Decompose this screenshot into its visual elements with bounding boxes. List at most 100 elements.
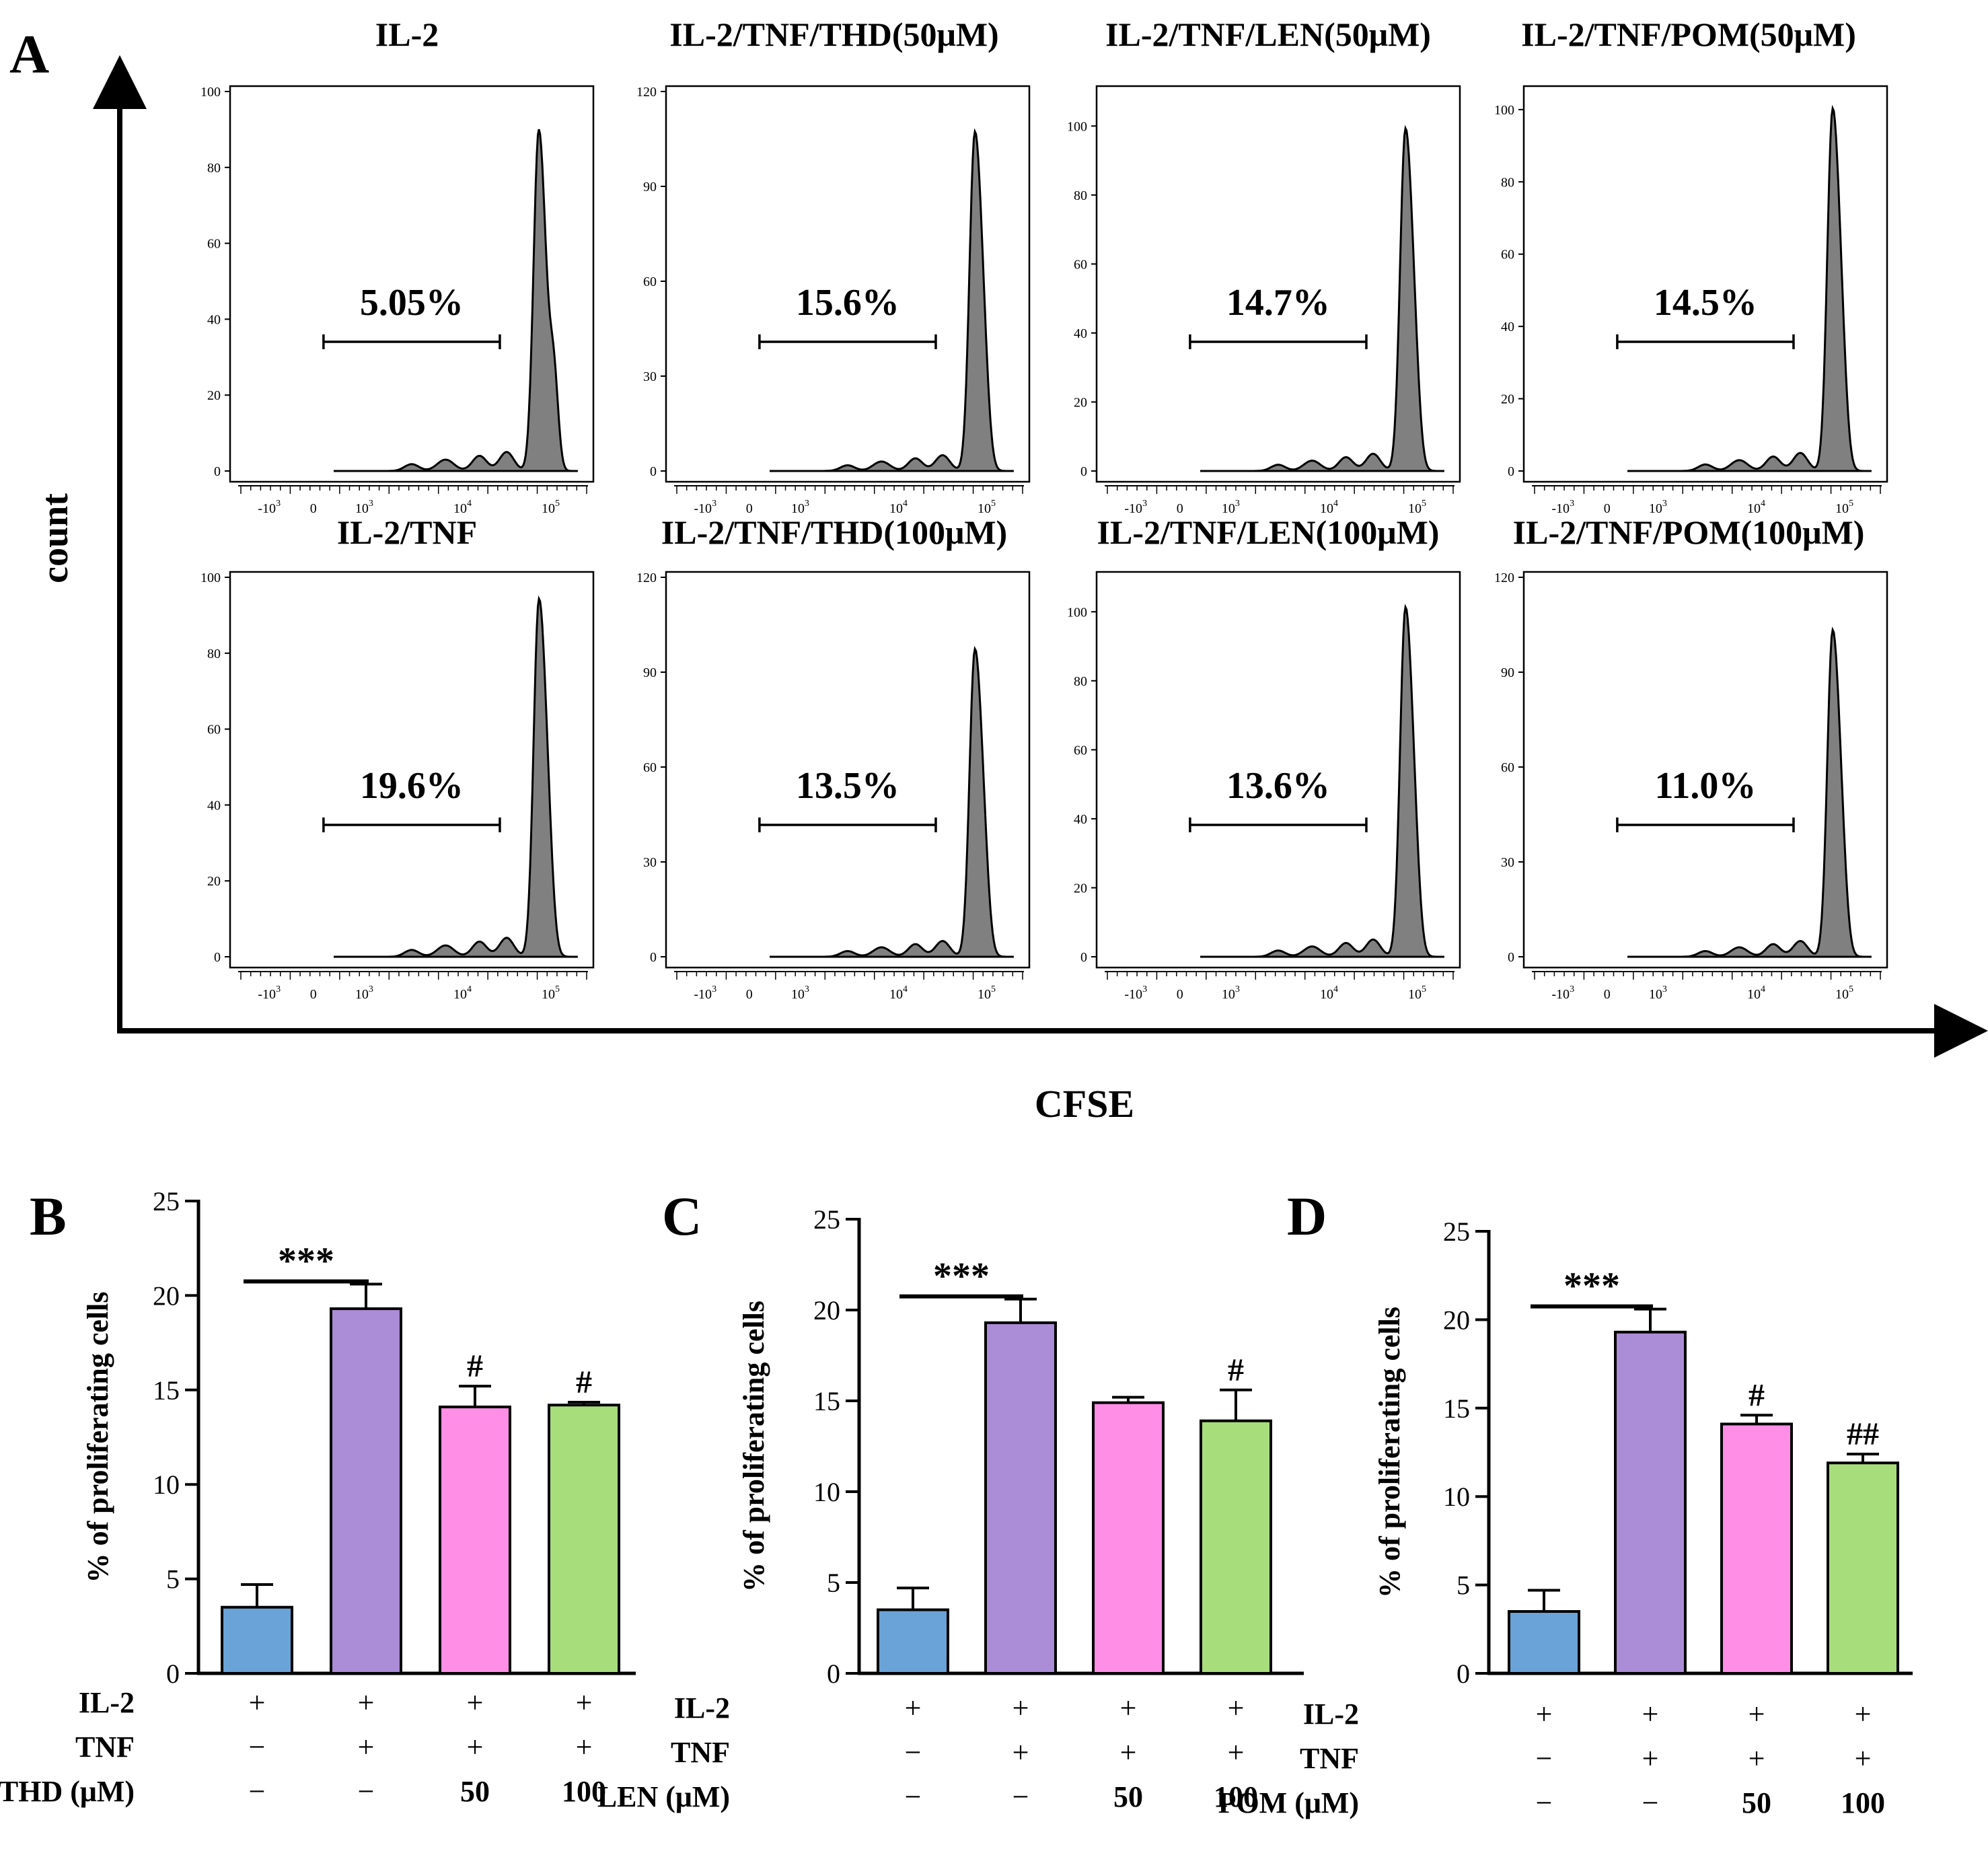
histogram-curve: [334, 129, 578, 472]
x-tick-label: -103: [694, 984, 716, 1002]
x-tick-label: 104: [453, 984, 472, 1002]
condition-cell: +: [905, 1692, 922, 1724]
y-tick-label: 0: [1508, 950, 1514, 965]
gate-percent-label: 13.6%: [1226, 765, 1330, 807]
x-tick-label: -103: [694, 499, 716, 516]
histogram-title: IL-2/TNF/POM(100μM): [1513, 513, 1865, 551]
condition-cell: 50: [1742, 1786, 1771, 1819]
condition-cell: +: [358, 1686, 375, 1719]
x-tick-label: 105: [978, 984, 996, 1002]
condition-cell: 50: [460, 1775, 490, 1808]
y-tick-label: 20: [1501, 392, 1514, 407]
histogram-curve: [1627, 104, 1872, 472]
y-tick-label: 40: [207, 312, 221, 327]
condition-cell: 100: [562, 1775, 606, 1808]
significance-marker: #: [467, 1348, 483, 1384]
y-tick-label: 25: [1443, 1216, 1470, 1247]
y-tick-label: 40: [1074, 326, 1087, 341]
condition-cell: +: [1120, 1692, 1137, 1724]
y-tick-label: 30: [643, 855, 657, 870]
y-tick-label: 120: [1494, 571, 1514, 585]
condition-row-label: TNF: [75, 1731, 135, 1764]
x-tick-label: -103: [1124, 984, 1147, 1002]
y-tick-label: 15: [153, 1375, 180, 1406]
significance-stars: ***: [1563, 1266, 1620, 1307]
condition-cell: +: [576, 1731, 593, 1764]
histogram-frame: [229, 571, 595, 969]
x-tick-label: -103: [1551, 984, 1574, 1002]
histogram-panel: IL-2 0 20 40 60 80 100 -103 0 103 104 105 5.05%: [200, 15, 595, 516]
bar: [1508, 1610, 1580, 1675]
histogram-curve: [1200, 124, 1444, 472]
y-axis-label: % of proliferating cells: [737, 1301, 770, 1592]
x-tick-label: 103: [1222, 499, 1240, 516]
x-tick-label: 104: [889, 499, 908, 516]
condition-row-label: LEN (μM): [597, 1780, 730, 1813]
bar: [330, 1307, 402, 1675]
histogram-frame: [665, 571, 1031, 969]
x-tick-label: 104: [1747, 984, 1765, 1002]
histogram-title: IL-2: [375, 15, 439, 53]
y-tick-label: 60: [1501, 760, 1514, 775]
x-tick-label: -103: [1124, 499, 1147, 516]
bar: [1200, 1419, 1272, 1675]
panel-letter: B: [30, 1186, 67, 1247]
x-tick-label: 105: [542, 499, 560, 516]
histogram-title: IL-2/TNF/LEN(100μM): [1097, 513, 1440, 551]
y-tick-label: 10: [1443, 1482, 1470, 1512]
condition-cell: 100: [1841, 1786, 1885, 1819]
condition-cell: +: [467, 1686, 484, 1719]
y-tick-label: 20: [1074, 881, 1087, 896]
y-tick-label: 20: [207, 874, 221, 889]
histogram-panel: IL-2/TNF/THD(50μM) 0 30 60 90 120 -103 0 103 104 1…: [636, 15, 1031, 516]
y-tick-label: 15: [813, 1386, 840, 1416]
bar: [439, 1406, 511, 1675]
y-tick-label: 40: [1074, 812, 1087, 827]
condition-cell: +: [1855, 1698, 1872, 1731]
condition-cell: +: [358, 1731, 375, 1764]
y-tick-label: 100: [1067, 119, 1087, 134]
gate-percent-label: 14.5%: [1654, 282, 1757, 324]
histogram-frame: [229, 85, 595, 483]
condition-cell: +: [1120, 1736, 1137, 1769]
histogram-title: IL-2/TNF/THD(100μM): [661, 513, 1007, 551]
x-tick-label: 103: [355, 499, 373, 516]
y-tick-label: 60: [643, 275, 657, 289]
y-tick-label: 10: [153, 1469, 180, 1500]
significance-marker: ##: [1847, 1416, 1879, 1452]
histogram-panel: IL-2/TNF/LEN(50μM) 0 20 40 60 80 100 -103 0 103 10…: [1067, 15, 1461, 516]
condition-cell: −: [1536, 1786, 1553, 1819]
x-tick-label: 0: [310, 501, 317, 516]
y-tick-label: 60: [643, 760, 657, 775]
y-tick-label: 100: [1067, 605, 1087, 620]
condition-cell: +: [1642, 1698, 1659, 1731]
x-tick-label: 0: [1177, 987, 1183, 1002]
x-tick-label: -103: [1551, 499, 1574, 516]
y-tick-label: 120: [636, 571, 657, 585]
histogram-frame: [1095, 85, 1461, 483]
condition-cell: −: [358, 1775, 375, 1808]
y-tick-label: 20: [1443, 1305, 1470, 1335]
y-tick-label: 5: [1457, 1570, 1470, 1601]
x-tick-label: 103: [355, 984, 373, 1002]
x-tick-label: 0: [310, 987, 317, 1002]
condition-cell: −: [1642, 1786, 1659, 1819]
x-tick-label: 0: [1604, 987, 1611, 1002]
y-tick-label: 0: [650, 464, 657, 479]
histogram-curve: [1627, 626, 1872, 958]
condition-cell: −: [249, 1775, 266, 1808]
histogram-panel: IL-2/TNF/POM(100μM) 0 30 60 90 120 -103 0 103 104…: [1494, 513, 1888, 1002]
y-tick-label: 0: [166, 1659, 180, 1689]
y-tick-label: 80: [1074, 674, 1087, 689]
histogram-frame: [665, 85, 1031, 483]
x-tick-label: 105: [1408, 499, 1426, 516]
condition-cell: −: [1536, 1742, 1553, 1775]
histogram-title: IL-2/TNF/LEN(50μM): [1105, 15, 1431, 53]
condition-cell: +: [249, 1686, 266, 1719]
condition-cell: +: [1642, 1742, 1659, 1775]
x-tick-label: -103: [258, 984, 281, 1002]
x-tick-label: 104: [1747, 499, 1765, 516]
histogram-title: IL-2/TNF/THD(50μM): [669, 15, 998, 53]
x-tick-label: 104: [889, 984, 908, 1002]
histogram-curve: [770, 645, 1014, 958]
